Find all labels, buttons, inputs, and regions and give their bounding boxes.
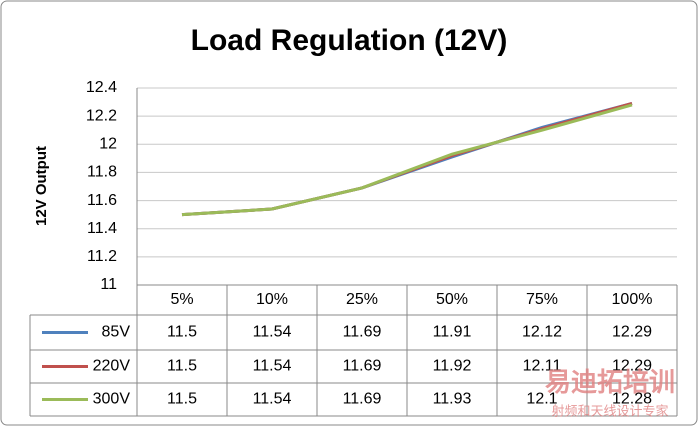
legend-label: 220V: [93, 358, 131, 375]
x-tick-label: 50%: [436, 291, 468, 308]
x-tick-label: 75%: [526, 291, 558, 308]
table-value: 11.93: [433, 391, 472, 408]
y-tick-label: 11.8: [87, 164, 117, 181]
table-value: 12.1: [526, 391, 557, 408]
chart-title: Load Regulation (12V): [191, 24, 508, 57]
table-value: 11.92: [433, 358, 472, 375]
legend-label: 85V: [102, 324, 131, 341]
table-value: 11.54: [253, 358, 292, 375]
y-tick-label: 11: [100, 276, 117, 293]
table-value: 12.12: [522, 324, 562, 341]
table-value: 11.69: [343, 324, 382, 341]
table-value: 11.5: [167, 324, 197, 341]
table-value: 12.29: [612, 324, 652, 341]
watermark-tagline: 射频和天线设计专家: [551, 403, 668, 418]
series-line: [181, 103, 633, 217]
y-tick-label: 12.4: [86, 79, 117, 96]
table-value: 11.69: [343, 358, 382, 375]
x-tick-label: 100%: [612, 291, 653, 308]
table-value: 11.69: [343, 391, 382, 408]
x-tick-label: 25%: [346, 291, 378, 308]
y-tick-label: 11.4: [87, 220, 117, 237]
x-tick-label: 10%: [256, 291, 288, 308]
y-axis-label: 12V Output: [33, 146, 50, 226]
table-value: 11.5: [167, 358, 197, 375]
table-value: 11.54: [253, 324, 292, 341]
table-value: 11.91: [433, 324, 472, 341]
y-tick-label: 11.6: [87, 192, 117, 209]
table-value: 12.28: [612, 391, 652, 408]
x-tick-label: 5%: [170, 291, 193, 308]
legend-label: 300V: [93, 391, 131, 408]
table-value: 12.29: [612, 358, 652, 375]
y-tick-label: 12.2: [86, 107, 117, 124]
table-value: 12.11: [523, 358, 562, 375]
table-value: 11.5: [167, 391, 197, 408]
y-tick-label: 12: [99, 136, 117, 153]
y-tick-label: 11.2: [87, 248, 117, 265]
table-value: 11.54: [253, 391, 292, 408]
watermark-brand: 易迪拓培训: [545, 367, 675, 397]
